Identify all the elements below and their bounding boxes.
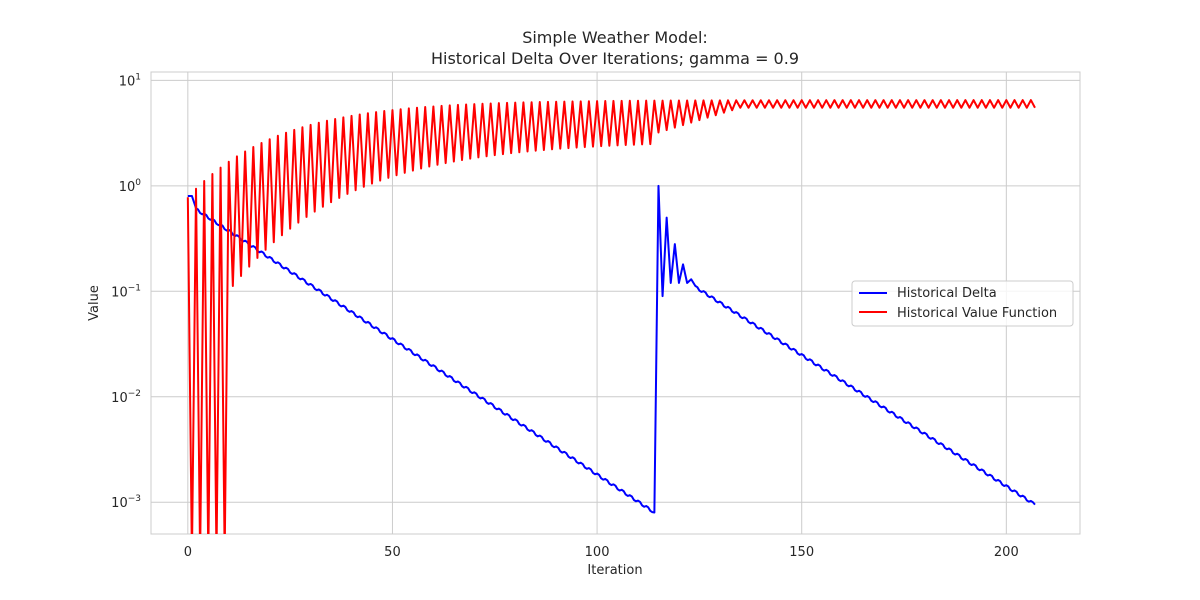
x-tick-label: 0 <box>184 545 192 560</box>
series-layer <box>186 99 1036 534</box>
series-line-historical-value-function <box>186 99 1036 534</box>
x-tick-label: 100 <box>585 545 610 560</box>
legend-box <box>851 280 1074 327</box>
y-tick-label: 10−3 <box>111 494 141 511</box>
chart-title-line-2: Historical Delta Over Iterations; gamma … <box>431 49 799 68</box>
y-tick-label: 101 <box>119 72 141 89</box>
x-axis-label: Iteration <box>587 563 642 578</box>
legend: Historical Delta Historical Value Functi… <box>851 280 1074 327</box>
y-tick-label: 10−1 <box>111 283 141 300</box>
tick-layer: 0 50 100 150 200 10−3 10−2 10−1 100 101 <box>111 72 1019 560</box>
series-line-historical-delta <box>187 184 1036 514</box>
x-tick-label: 150 <box>789 545 814 560</box>
x-tick-label: 200 <box>994 545 1019 560</box>
chart-title-line-1: Simple Weather Model: <box>522 28 708 47</box>
y-axis-label: Value <box>87 285 102 321</box>
y-tick-label: 100 <box>119 178 142 195</box>
x-tick-label: 50 <box>384 545 401 560</box>
y-tick-label: 10−2 <box>111 389 141 406</box>
legend-label-value-function: Historical Value Function <box>897 306 1057 321</box>
legend-label-delta: Historical Delta <box>897 286 997 301</box>
